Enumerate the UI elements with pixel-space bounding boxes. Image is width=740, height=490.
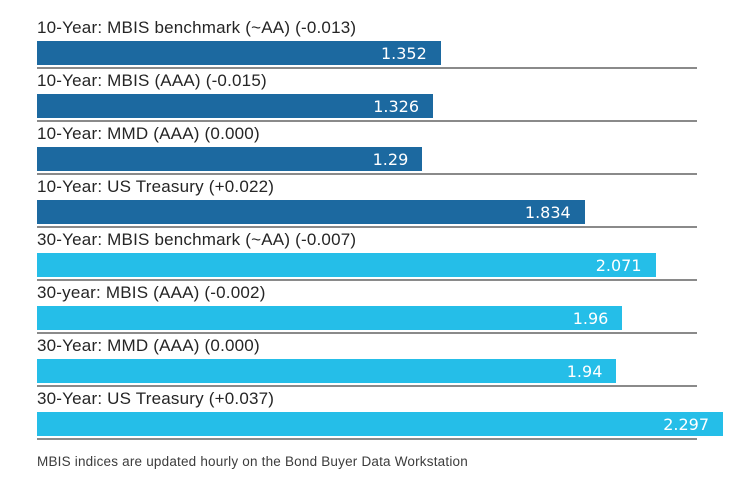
row-separator — [37, 279, 697, 281]
bar-area: 1.29 — [37, 147, 723, 171]
bar-area: 2.071 — [37, 253, 723, 277]
bar-label: 10-Year: MBIS (AAA) (-0.015) — [37, 71, 267, 90]
chart-row: 30-Year: MBIS benchmark (~AA) (-0.007) 2.… — [37, 230, 723, 283]
bar: 1.326 — [37, 94, 433, 118]
bar: 2.297 — [37, 412, 723, 436]
bar: 1.834 — [37, 200, 585, 224]
bar-label: 10-Year: US Treasury (+0.022) — [37, 177, 275, 196]
bar-area: 1.352 — [37, 41, 723, 65]
chart-row: 10-Year: MBIS benchmark (~AA) (-0.013) 1.… — [37, 18, 723, 71]
bar-value-label: 1.94 — [566, 361, 603, 381]
row-separator — [37, 385, 697, 387]
bar: 1.96 — [37, 306, 623, 330]
bar: 1.94 — [37, 359, 617, 383]
chart-footnote: MBIS indices are updated hourly on the B… — [37, 454, 468, 469]
chart-row: 30-Year: MMD (AAA) (0.000) 1.94 — [37, 336, 723, 389]
bond-yield-bar-chart: 10-Year: MBIS benchmark (~AA) (-0.013) 1.… — [37, 18, 723, 469]
row-separator — [37, 173, 697, 175]
bar-value-label: 1.326 — [373, 96, 419, 116]
row-separator — [37, 332, 697, 334]
chart-row: 10-Year: MMD (AAA) (0.000) 1.29 — [37, 124, 723, 177]
bar-area: 1.96 — [37, 306, 723, 330]
bar-area: 1.326 — [37, 94, 723, 118]
bar-label: 30-Year: US Treasury (+0.037) — [37, 389, 275, 408]
bar-value-label: 1.834 — [524, 202, 571, 222]
bar-area: 1.94 — [37, 359, 723, 383]
row-separator — [37, 438, 697, 440]
bar-label: 10-Year: MBIS benchmark (~AA) (-0.013) — [37, 18, 357, 37]
bar-label: 10-Year: MMD (AAA) (0.000) — [37, 124, 260, 143]
bar-area: 2.297 — [37, 412, 723, 436]
bar-label: 30-year: MBIS (AAA) (-0.002) — [37, 283, 266, 302]
chart-row: 10-Year: MBIS (AAA) (-0.015) 1.326 — [37, 71, 723, 124]
row-separator — [37, 226, 697, 228]
bar: 1.29 — [37, 147, 423, 171]
bar-label: 30-Year: MMD (AAA) (0.000) — [37, 336, 260, 355]
chart-row: 30-year: MBIS (AAA) (-0.002) 1.96 — [37, 283, 723, 336]
row-separator — [37, 67, 697, 69]
bar-value-label: 1.29 — [372, 149, 409, 169]
chart-row: 10-Year: US Treasury (+0.022) 1.834 — [37, 177, 723, 230]
bar: 1.352 — [37, 41, 441, 65]
bar: 2.071 — [37, 253, 656, 277]
bar-value-label: 1.352 — [380, 43, 427, 63]
bar-label: 30-Year: MBIS benchmark (~AA) (-0.007) — [37, 230, 357, 249]
chart-row: 30-Year: US Treasury (+0.037) 2.297 — [37, 389, 723, 442]
bar-area: 1.834 — [37, 200, 723, 224]
bar-value-label: 2.071 — [595, 255, 642, 275]
row-separator — [37, 120, 697, 122]
bar-value-label: 2.297 — [663, 414, 709, 434]
bar-value-label: 1.96 — [572, 308, 609, 328]
chart-rows: 10-Year: MBIS benchmark (~AA) (-0.013) 1.… — [37, 18, 723, 442]
